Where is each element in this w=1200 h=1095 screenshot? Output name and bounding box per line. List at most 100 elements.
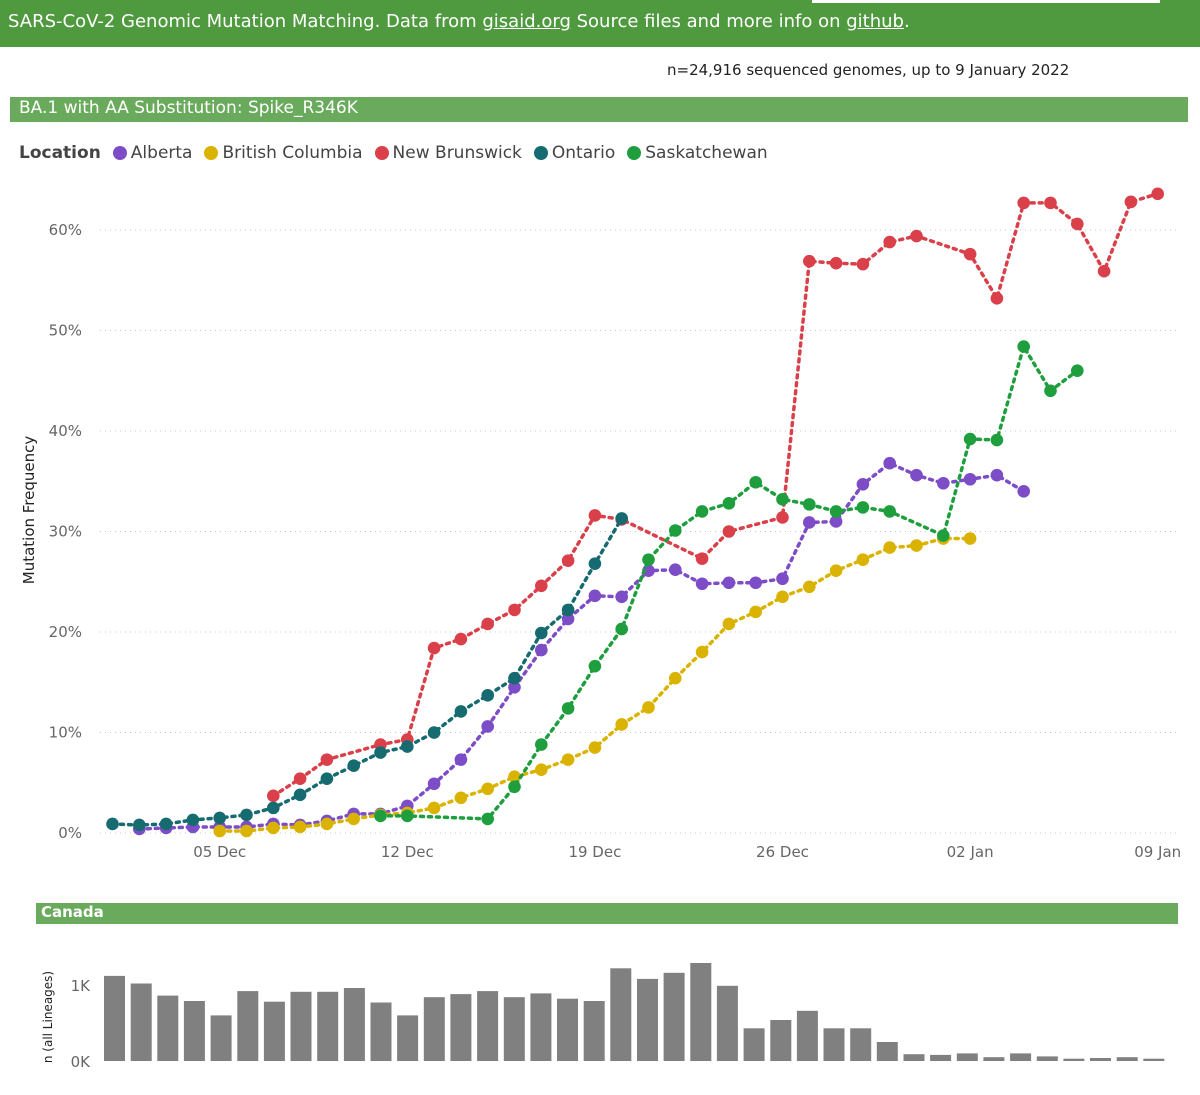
bar (263, 1001, 285, 1061)
x-tick-label: 19 Dec (568, 843, 621, 861)
legend-dot-saskatchewan (627, 146, 642, 160)
data-point (561, 612, 575, 626)
bar (370, 1002, 392, 1061)
bar (557, 998, 578, 1061)
data-point (401, 740, 414, 753)
data-point (588, 589, 602, 603)
data-point (535, 763, 548, 776)
x-tick-label: 05 Dec (193, 843, 246, 861)
bar (530, 993, 552, 1061)
y-tick-label: 50% (49, 322, 82, 340)
data-point (320, 753, 334, 766)
bar (450, 994, 472, 1061)
chart-title-banner: BA.1 with AA Substitution: Spike_R346K (10, 97, 1188, 122)
legend-title: Location (19, 143, 101, 163)
bar (850, 1028, 872, 1061)
data-point (829, 256, 843, 270)
data-point (481, 812, 495, 826)
data-point (990, 433, 1004, 447)
legend-item-new-brunswick[interactable]: New Brunswick (374, 143, 522, 163)
data-point (722, 576, 736, 590)
data-point (803, 516, 816, 529)
bar (343, 988, 365, 1061)
github-link[interactable]: github (846, 11, 904, 32)
data-point (535, 626, 548, 640)
data-point (481, 689, 495, 702)
bar (1143, 1058, 1165, 1061)
data-point (695, 552, 709, 565)
data-point (1017, 485, 1030, 498)
data-point (374, 809, 387, 823)
data-point (803, 580, 816, 594)
data-point (615, 622, 628, 636)
bar (503, 997, 525, 1061)
bar (637, 978, 658, 1061)
bar (663, 972, 685, 1061)
data-point (133, 818, 146, 832)
data-point (535, 738, 548, 751)
y-tick-label: 30% (49, 523, 82, 541)
data-point (159, 817, 173, 831)
data-point (481, 617, 495, 631)
data-point (615, 512, 628, 525)
data-point (481, 782, 495, 796)
data-point (1017, 196, 1030, 210)
data-point (213, 811, 226, 825)
data-point (454, 632, 468, 646)
series-ontario (106, 512, 628, 832)
data-point (669, 524, 682, 537)
data-point (588, 557, 602, 570)
x-tick-label: 02 Jan (947, 843, 994, 861)
data-point (1071, 364, 1084, 378)
data-point (267, 789, 280, 803)
data-point (937, 476, 950, 490)
data-point (803, 498, 816, 511)
legend-label: Alberta (130, 143, 193, 163)
data-point (1097, 264, 1111, 278)
data-point (347, 759, 361, 772)
header-deco-line (812, 0, 1160, 3)
data-point (749, 605, 762, 619)
legend-item-ontario[interactable]: Ontario (533, 143, 616, 163)
data-point (588, 509, 602, 522)
data-point (240, 808, 253, 822)
data-point (535, 643, 548, 657)
chart-title: BA.1 with AA Substitution: Spike_R346K (19, 98, 358, 118)
data-point (776, 572, 789, 586)
data-point (722, 525, 736, 538)
bar (237, 991, 259, 1061)
data-point (776, 511, 789, 524)
data-point (401, 809, 414, 823)
legend-item-alberta[interactable]: Alberta (112, 143, 193, 163)
bar (743, 1028, 765, 1061)
data-point (320, 817, 334, 831)
data-point (963, 247, 977, 261)
legend-label: Ontario (551, 143, 616, 163)
legend-dot-new-brunswick (374, 146, 389, 160)
data-point (1124, 195, 1138, 209)
data-point (669, 671, 682, 685)
bar (1063, 1058, 1085, 1061)
data-point (722, 497, 736, 510)
legend-dot-alberta (112, 146, 127, 160)
bar (397, 1015, 419, 1061)
x-tick-label: 26 Dec (756, 843, 809, 861)
header-suffix: . (903, 11, 910, 32)
y-tick-label: 40% (49, 422, 82, 440)
mutation-frequency-chart: 0% 10% 20% 30% 40% 50% 60% 05 Dec 12 Dec 19 Dec 26… (20, 187, 1181, 861)
series-new-brunswick (267, 187, 1164, 803)
bar (104, 975, 125, 1061)
bar-y-axis-label: n (all Lineages) (41, 971, 55, 1063)
bar (690, 963, 712, 1061)
data-point (695, 577, 709, 591)
data-point (615, 718, 628, 731)
legend-item-british-columbia[interactable]: British Columbia (204, 143, 363, 163)
bar (1116, 1057, 1138, 1061)
data-point (883, 505, 896, 518)
gisaid-link[interactable]: gisaid.org (482, 11, 571, 32)
data-point (374, 746, 387, 759)
legend-item-saskatchewan[interactable]: Saskatchewan (627, 143, 768, 163)
data-point (856, 257, 870, 271)
bar (716, 985, 738, 1061)
bar-y-tick-label: 1K (71, 977, 92, 995)
